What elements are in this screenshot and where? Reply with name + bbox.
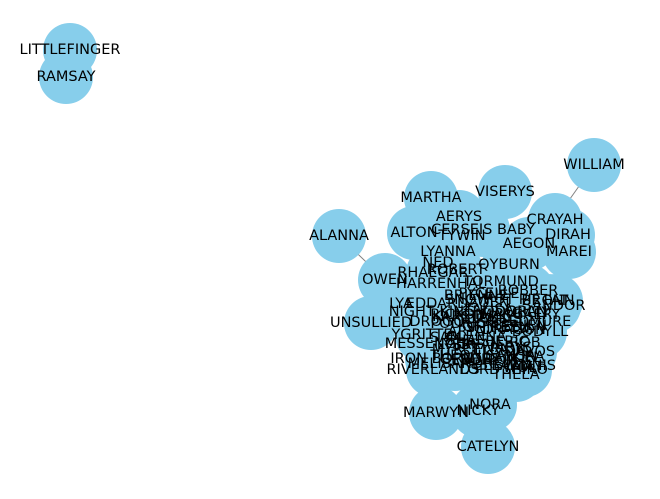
- node-label: SANDOR: [523, 298, 586, 314]
- node-label: AERYS: [436, 209, 482, 225]
- node-label: TYRION: [471, 341, 526, 357]
- node-label: SNOW: [445, 292, 491, 308]
- node-label: MYRCELLA: [432, 342, 508, 358]
- node-label: TYWIN: [437, 228, 485, 244]
- node-circle: [542, 225, 596, 279]
- node-circle: [461, 420, 515, 474]
- node-label: MARTHA: [400, 190, 461, 206]
- node-circle: [39, 50, 93, 104]
- node-label: HOT PIE: [483, 292, 541, 308]
- node-circle: [312, 209, 366, 263]
- node-label: THELA: [491, 367, 539, 383]
- node-label: CATELYN: [457, 439, 520, 455]
- node-circle: [493, 288, 547, 342]
- node-label: JAQEN: [463, 295, 509, 311]
- node-label: KIRA: [511, 349, 544, 365]
- node-label: TORMUND: [462, 274, 538, 290]
- node-label: FAT: [544, 293, 569, 309]
- node-label: OWEN: [362, 272, 408, 288]
- node-label: LOLLYS: [471, 311, 522, 327]
- node-label: EDDARD: [406, 296, 468, 312]
- node-label: MARGAERY: [480, 307, 561, 323]
- node-label: RAMSAY: [36, 69, 95, 85]
- node-label: DORAN: [495, 304, 548, 320]
- node-label: MARWYN: [403, 405, 469, 421]
- node-label: ROB: [509, 335, 540, 351]
- node-label: LYANNA: [420, 244, 475, 260]
- node-circle: [567, 138, 621, 192]
- node-label: WOLF: [503, 360, 545, 376]
- node-label: GENDRY: [440, 352, 501, 368]
- node-label: OLENNA: [446, 329, 506, 345]
- node-label: CERSEIS BABY: [431, 222, 535, 238]
- node-label: BRAN: [461, 337, 501, 353]
- node-label: DAVOS: [505, 344, 555, 360]
- node-label: LYA: [389, 296, 413, 312]
- node-label: BOLTON: [460, 352, 518, 368]
- node-label: CRAYAH: [527, 212, 584, 228]
- node-circle: [431, 288, 485, 342]
- node-label: JOFFREY: [457, 319, 519, 335]
- node-label: RHAEGAR: [397, 265, 468, 281]
- node-label: IRON BORN: [390, 351, 473, 367]
- node-label: RIVERLANDS: [386, 362, 479, 378]
- node-label: SHAE: [446, 333, 485, 349]
- node-label: RICKON: [430, 307, 485, 323]
- node-label: SAM: [430, 330, 462, 346]
- node-label: JORAH: [459, 312, 506, 328]
- node-label: ALTON: [390, 225, 437, 241]
- node-label: YGRITTE: [390, 327, 452, 343]
- node-circle: [409, 386, 463, 440]
- node-label: UNSULLIED: [330, 315, 412, 331]
- node-label: DIRAH: [545, 227, 591, 243]
- node-label: VARYS: [486, 340, 532, 356]
- node-label: MELISANDRE: [408, 356, 503, 372]
- node-label: VISERYS: [475, 184, 535, 200]
- node-label: PYCELLE: [458, 286, 519, 302]
- node-label: BENJEN: [493, 318, 547, 334]
- node-label: HARRENHAL: [396, 276, 486, 292]
- node-label: KARSTARK: [432, 309, 508, 325]
- node-label: SHIREEN: [466, 320, 530, 336]
- node-label: QYBURN: [478, 257, 540, 273]
- node-label: TALISA: [463, 302, 513, 318]
- node-label: ROBERT: [427, 262, 486, 278]
- node-label: ALANNA: [309, 228, 369, 244]
- node-label: MESSENGER: [385, 336, 476, 352]
- node-label: BRIENNE: [444, 288, 508, 304]
- node-label: ARYA: [448, 324, 485, 340]
- node-label: LANCEL: [485, 350, 542, 366]
- node-label: ROBBER: [498, 283, 559, 299]
- node-label: SHIRO: [502, 362, 548, 378]
- node-circle: [344, 296, 398, 350]
- node-label: NORA: [469, 397, 511, 413]
- graph-nodes: LITTLEFINGER RAMSAY WILLIAM VISERYS MARTHA AE…: [20, 23, 625, 474]
- node-label: NED: [422, 255, 453, 271]
- node-label: NICKY: [456, 403, 499, 419]
- node-label: LYSA: [437, 337, 471, 353]
- node-label: THEON: [429, 348, 481, 364]
- node-label: BRONN: [521, 293, 574, 309]
- node-label: STANNIS: [494, 358, 556, 374]
- node-label: DROGO: [409, 314, 464, 330]
- node-label: WILLIAM: [563, 157, 624, 173]
- node-label: EDMURE: [509, 314, 572, 330]
- node-label: MAREI: [546, 244, 592, 260]
- node-label: BERIC: [485, 334, 529, 350]
- node-label: DRAGON: [482, 322, 546, 338]
- node-label: GILLY: [512, 305, 551, 321]
- node-label: PODRICK: [430, 316, 496, 332]
- node-label: BODYLL: [512, 324, 569, 340]
- node-label: LITTLEFINGER: [20, 42, 121, 58]
- node-label: LORD: [460, 362, 500, 378]
- node-label: ELLARIA: [474, 358, 534, 374]
- node-label: SANSA: [486, 348, 536, 364]
- node-label: HODOR: [473, 304, 528, 320]
- node-label: AEGON: [503, 236, 556, 252]
- node-label: NIGHT KING: [389, 304, 476, 320]
